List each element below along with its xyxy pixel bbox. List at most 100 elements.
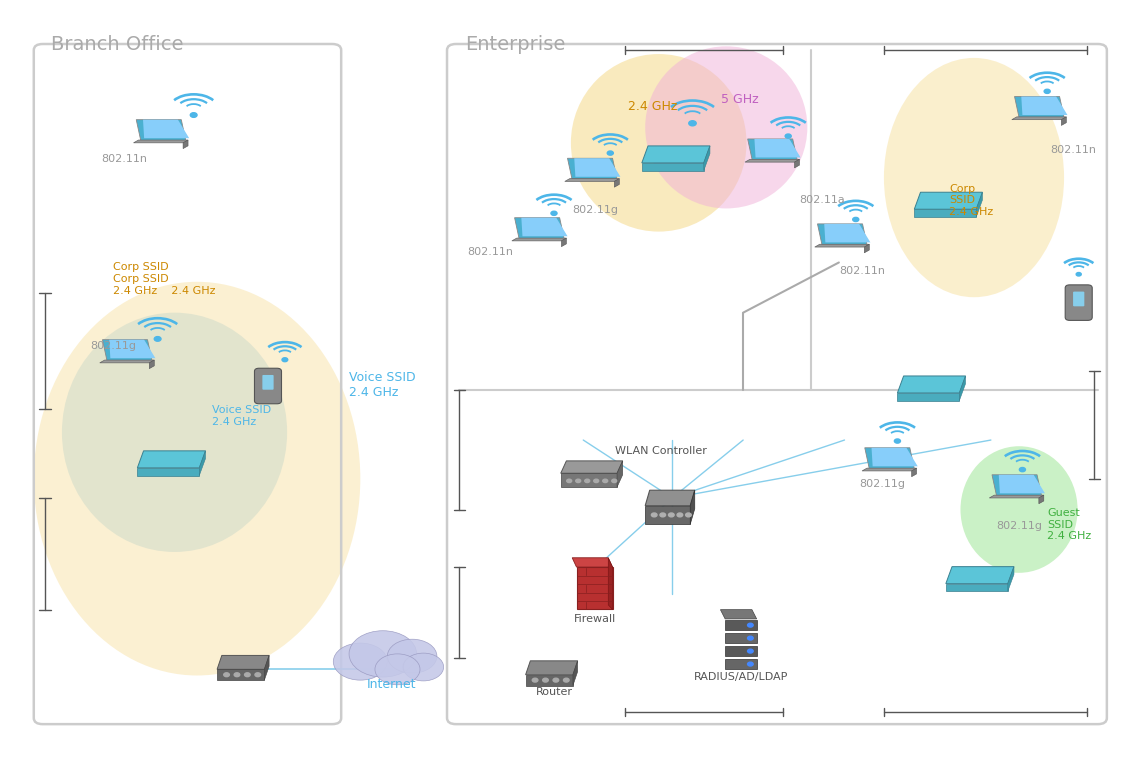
Circle shape xyxy=(349,631,417,677)
Text: 802.11a: 802.11a xyxy=(799,195,846,205)
Polygon shape xyxy=(754,139,801,157)
Circle shape xyxy=(593,479,599,482)
Text: 802.11n: 802.11n xyxy=(1051,145,1097,155)
Polygon shape xyxy=(872,448,918,466)
Polygon shape xyxy=(184,140,188,148)
Polygon shape xyxy=(565,178,619,181)
Polygon shape xyxy=(704,146,711,171)
Polygon shape xyxy=(725,620,757,630)
Text: Voice SSID
2.4 GHz: Voice SSID 2.4 GHz xyxy=(349,371,415,398)
Circle shape xyxy=(333,643,387,680)
Polygon shape xyxy=(521,218,568,236)
Text: 802.11n: 802.11n xyxy=(101,154,148,164)
Circle shape xyxy=(375,654,420,685)
Polygon shape xyxy=(217,655,269,669)
Circle shape xyxy=(551,212,557,215)
Polygon shape xyxy=(199,451,206,476)
Polygon shape xyxy=(897,376,966,393)
Text: Guest
SSID
2.4 GHz: Guest SSID 2.4 GHz xyxy=(1047,508,1091,541)
Polygon shape xyxy=(642,146,711,163)
Polygon shape xyxy=(573,661,578,686)
Circle shape xyxy=(1076,273,1081,276)
Polygon shape xyxy=(745,159,799,162)
Ellipse shape xyxy=(62,313,287,552)
Polygon shape xyxy=(512,238,566,241)
Circle shape xyxy=(748,623,753,627)
Polygon shape xyxy=(102,340,152,361)
Circle shape xyxy=(677,513,682,517)
Ellipse shape xyxy=(884,58,1064,297)
Polygon shape xyxy=(572,557,613,567)
Text: 802.11n: 802.11n xyxy=(839,266,885,276)
Polygon shape xyxy=(912,468,917,476)
Circle shape xyxy=(852,218,859,222)
Polygon shape xyxy=(645,506,690,524)
Text: Voice SSID
2.4 GHz: Voice SSID 2.4 GHz xyxy=(212,405,271,427)
Text: Internet: Internet xyxy=(367,678,417,691)
Polygon shape xyxy=(645,490,695,506)
Circle shape xyxy=(387,639,437,673)
Text: 802.11g: 802.11g xyxy=(572,205,618,215)
Circle shape xyxy=(748,636,753,640)
Polygon shape xyxy=(976,192,982,217)
Circle shape xyxy=(282,357,288,361)
Circle shape xyxy=(748,649,753,653)
Circle shape xyxy=(224,673,230,676)
Polygon shape xyxy=(795,159,799,168)
Polygon shape xyxy=(815,244,869,247)
Polygon shape xyxy=(137,468,199,476)
Polygon shape xyxy=(1021,96,1067,115)
Polygon shape xyxy=(526,661,578,675)
Polygon shape xyxy=(143,120,189,138)
FancyBboxPatch shape xyxy=(1073,292,1084,306)
Circle shape xyxy=(785,134,792,138)
Polygon shape xyxy=(725,633,757,643)
Polygon shape xyxy=(897,393,959,401)
Polygon shape xyxy=(959,376,966,401)
Text: 2.4 GHz: 2.4 GHz xyxy=(628,100,678,113)
Polygon shape xyxy=(990,495,1044,498)
Polygon shape xyxy=(134,140,188,143)
Polygon shape xyxy=(577,567,613,610)
Text: 802.11g: 802.11g xyxy=(859,479,905,489)
Circle shape xyxy=(669,513,674,517)
Text: Branch Office: Branch Office xyxy=(51,35,184,54)
Circle shape xyxy=(686,513,691,517)
Text: 802.11g: 802.11g xyxy=(90,341,136,351)
Polygon shape xyxy=(526,675,573,686)
Polygon shape xyxy=(865,448,914,469)
Circle shape xyxy=(190,113,197,117)
Circle shape xyxy=(553,678,558,682)
Text: Enterprise: Enterprise xyxy=(465,35,565,54)
Ellipse shape xyxy=(645,46,807,208)
FancyBboxPatch shape xyxy=(262,375,274,390)
Polygon shape xyxy=(617,461,623,487)
Ellipse shape xyxy=(960,446,1078,573)
Polygon shape xyxy=(1039,495,1044,504)
Circle shape xyxy=(244,673,250,676)
Circle shape xyxy=(566,479,572,482)
Polygon shape xyxy=(914,209,976,217)
Polygon shape xyxy=(992,475,1042,496)
Polygon shape xyxy=(568,158,617,179)
Polygon shape xyxy=(265,655,269,680)
Polygon shape xyxy=(721,610,757,619)
Polygon shape xyxy=(865,244,869,252)
Circle shape xyxy=(651,513,658,517)
Polygon shape xyxy=(914,192,982,209)
Polygon shape xyxy=(561,461,623,473)
Polygon shape xyxy=(615,178,619,187)
Polygon shape xyxy=(100,360,154,363)
Circle shape xyxy=(584,479,590,482)
Polygon shape xyxy=(817,224,867,245)
Circle shape xyxy=(575,479,581,482)
Polygon shape xyxy=(574,158,620,177)
Circle shape xyxy=(894,439,901,443)
Polygon shape xyxy=(863,468,917,471)
Circle shape xyxy=(1019,468,1026,472)
Circle shape xyxy=(689,120,696,126)
Circle shape xyxy=(660,513,665,517)
Polygon shape xyxy=(1008,567,1013,591)
Circle shape xyxy=(234,673,240,676)
Text: 802.11n: 802.11n xyxy=(467,247,513,257)
